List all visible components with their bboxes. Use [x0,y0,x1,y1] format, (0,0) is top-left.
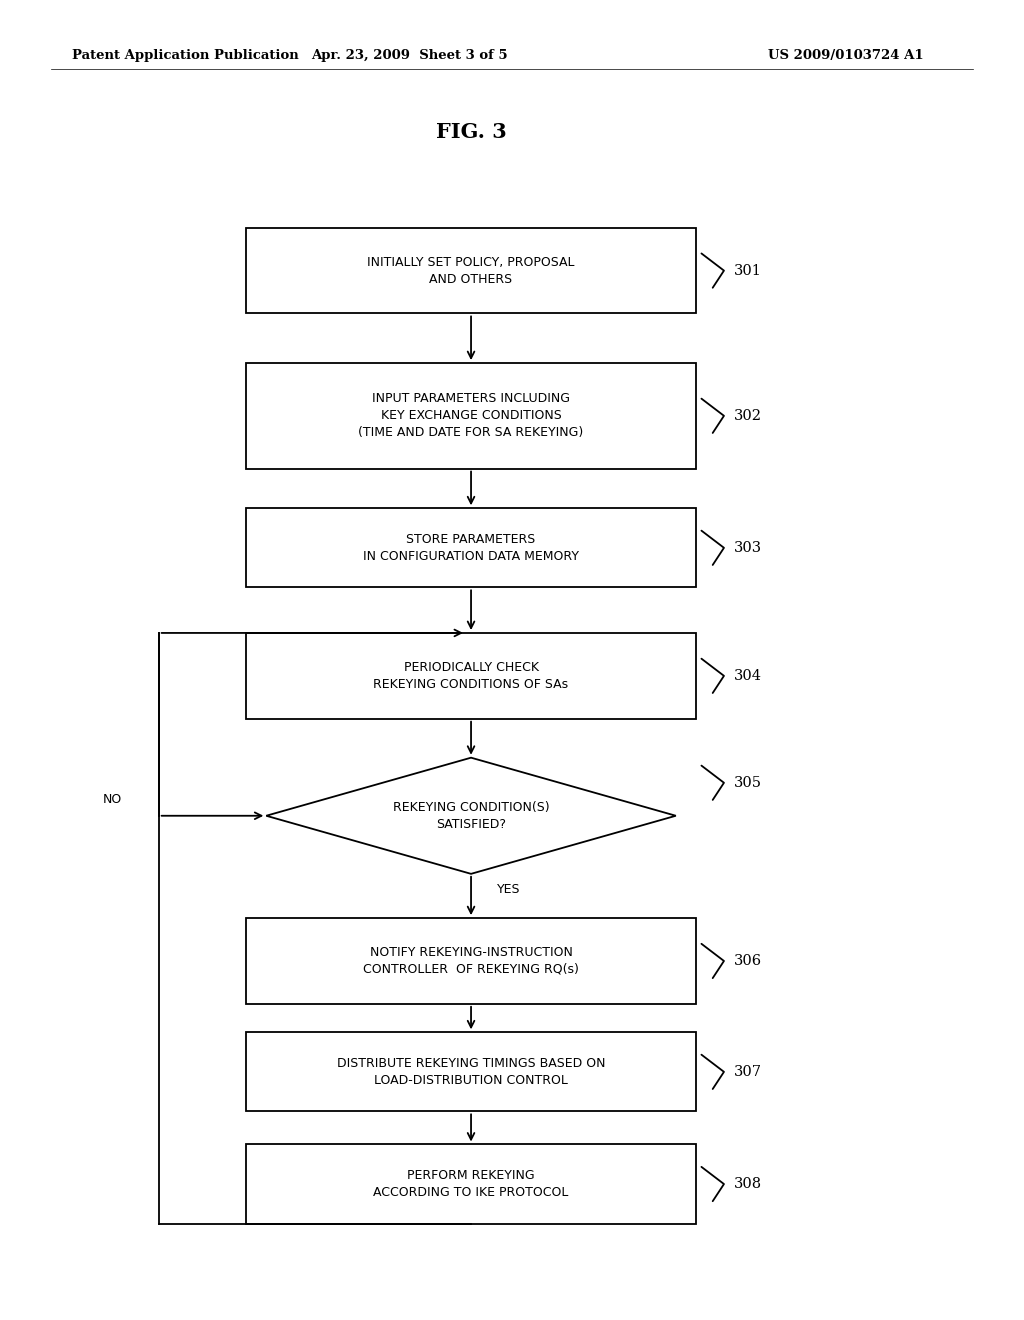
FancyBboxPatch shape [246,919,696,1003]
FancyBboxPatch shape [246,363,696,469]
Text: Patent Application Publication: Patent Application Publication [72,49,298,62]
Text: YES: YES [497,883,520,896]
Text: Apr. 23, 2009  Sheet 3 of 5: Apr. 23, 2009 Sheet 3 of 5 [311,49,508,62]
Text: NOTIFY REKEYING-INSTRUCTION
CONTROLLER  OF REKEYING RQ(s): NOTIFY REKEYING-INSTRUCTION CONTROLLER O… [364,946,579,975]
Polygon shape [266,758,676,874]
Text: PERFORM REKEYING
ACCORDING TO IKE PROTOCOL: PERFORM REKEYING ACCORDING TO IKE PROTOC… [374,1170,568,1199]
Text: NO: NO [103,793,122,807]
FancyBboxPatch shape [246,634,696,718]
Text: 301: 301 [734,264,762,277]
FancyBboxPatch shape [246,1032,696,1111]
Text: 303: 303 [734,541,762,554]
Text: STORE PARAMETERS
IN CONFIGURATION DATA MEMORY: STORE PARAMETERS IN CONFIGURATION DATA M… [364,533,579,562]
Text: 305: 305 [734,776,762,789]
FancyBboxPatch shape [246,1144,696,1224]
FancyBboxPatch shape [246,508,696,587]
Text: 308: 308 [734,1177,762,1191]
Text: PERIODICALLY CHECK
REKEYING CONDITIONS OF SAs: PERIODICALLY CHECK REKEYING CONDITIONS O… [374,661,568,690]
Text: INITIALLY SET POLICY, PROPOSAL
AND OTHERS: INITIALLY SET POLICY, PROPOSAL AND OTHER… [368,256,574,285]
Text: 306: 306 [734,954,762,968]
Text: DISTRIBUTE REKEYING TIMINGS BASED ON
LOAD-DISTRIBUTION CONTROL: DISTRIBUTE REKEYING TIMINGS BASED ON LOA… [337,1057,605,1086]
Text: 307: 307 [734,1065,762,1078]
Text: FIG. 3: FIG. 3 [435,121,507,143]
Text: REKEYING CONDITION(S)
SATISFIED?: REKEYING CONDITION(S) SATISFIED? [393,801,549,830]
FancyBboxPatch shape [246,227,696,313]
Text: 304: 304 [734,669,762,682]
Text: 302: 302 [734,409,762,422]
Text: US 2009/0103724 A1: US 2009/0103724 A1 [768,49,924,62]
Text: INPUT PARAMETERS INCLUDING
KEY EXCHANGE CONDITIONS
(TIME AND DATE FOR SA REKEYIN: INPUT PARAMETERS INCLUDING KEY EXCHANGE … [358,392,584,440]
